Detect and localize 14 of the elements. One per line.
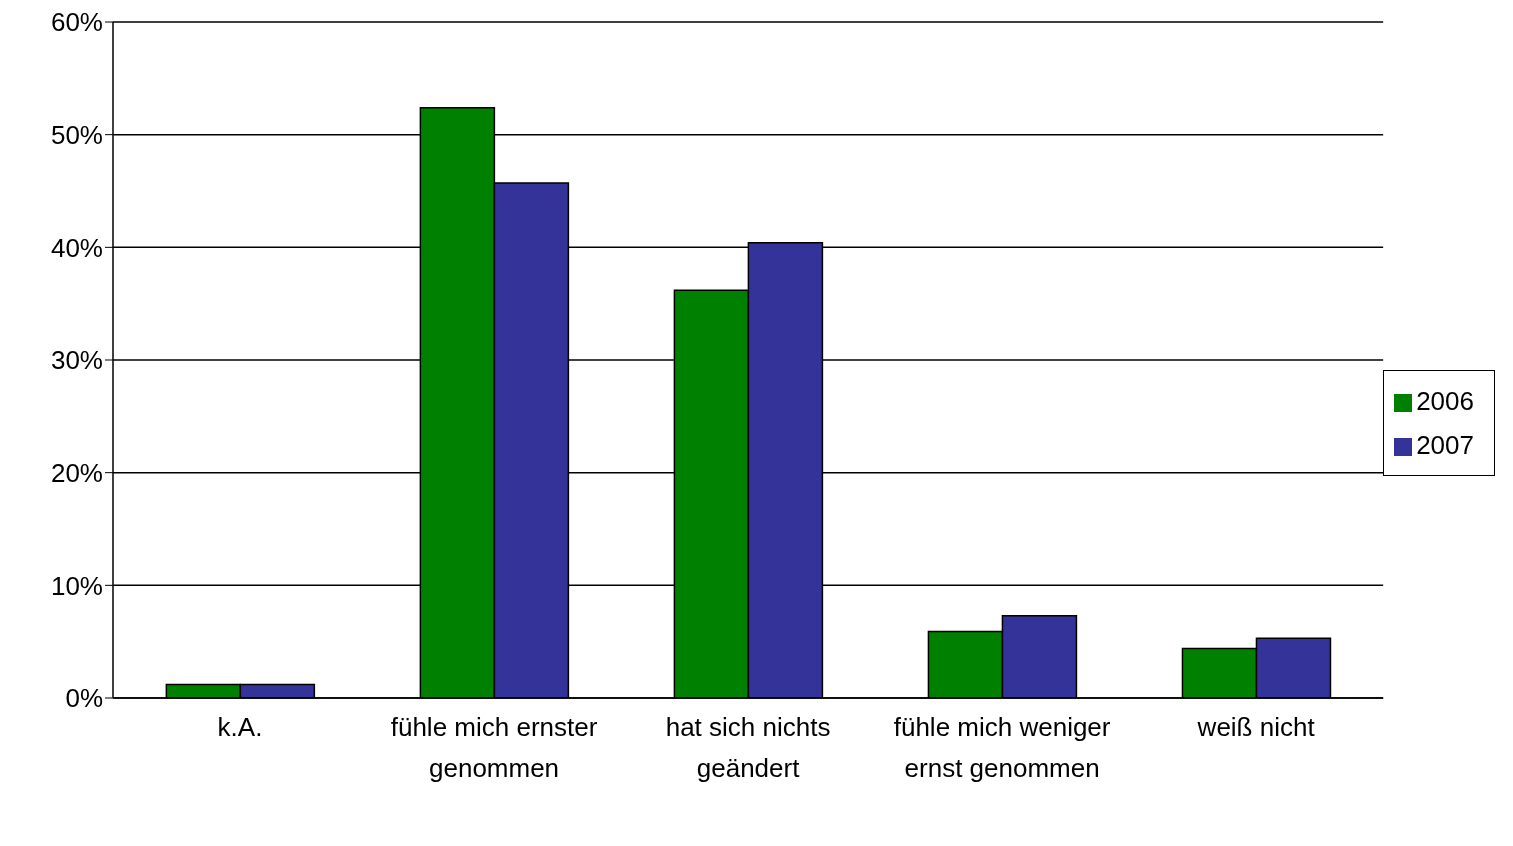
y-tick-label: 50% bbox=[50, 119, 103, 150]
y-tick-label: 10% bbox=[50, 570, 103, 601]
legend-label: 2006 bbox=[1416, 386, 1474, 416]
x-tick-label: hat sich nichts geändert bbox=[665, 712, 831, 783]
y-tick-label: 30% bbox=[50, 345, 103, 376]
y-tick-label: 60% bbox=[50, 7, 103, 38]
y-tick-label: 0% bbox=[65, 683, 103, 714]
legend-label: 2007 bbox=[1416, 430, 1474, 460]
y-tick-label: 20% bbox=[50, 457, 103, 488]
x-tick-label: k.A. bbox=[217, 712, 263, 742]
x-tick-label: weiß nicht bbox=[1196, 712, 1316, 742]
x-tick-label: fühle mich ernster genommen bbox=[390, 712, 598, 783]
x-tick-label: fühle mich weniger ernst genommen bbox=[893, 712, 1111, 783]
y-tick-label: 40% bbox=[50, 232, 103, 263]
